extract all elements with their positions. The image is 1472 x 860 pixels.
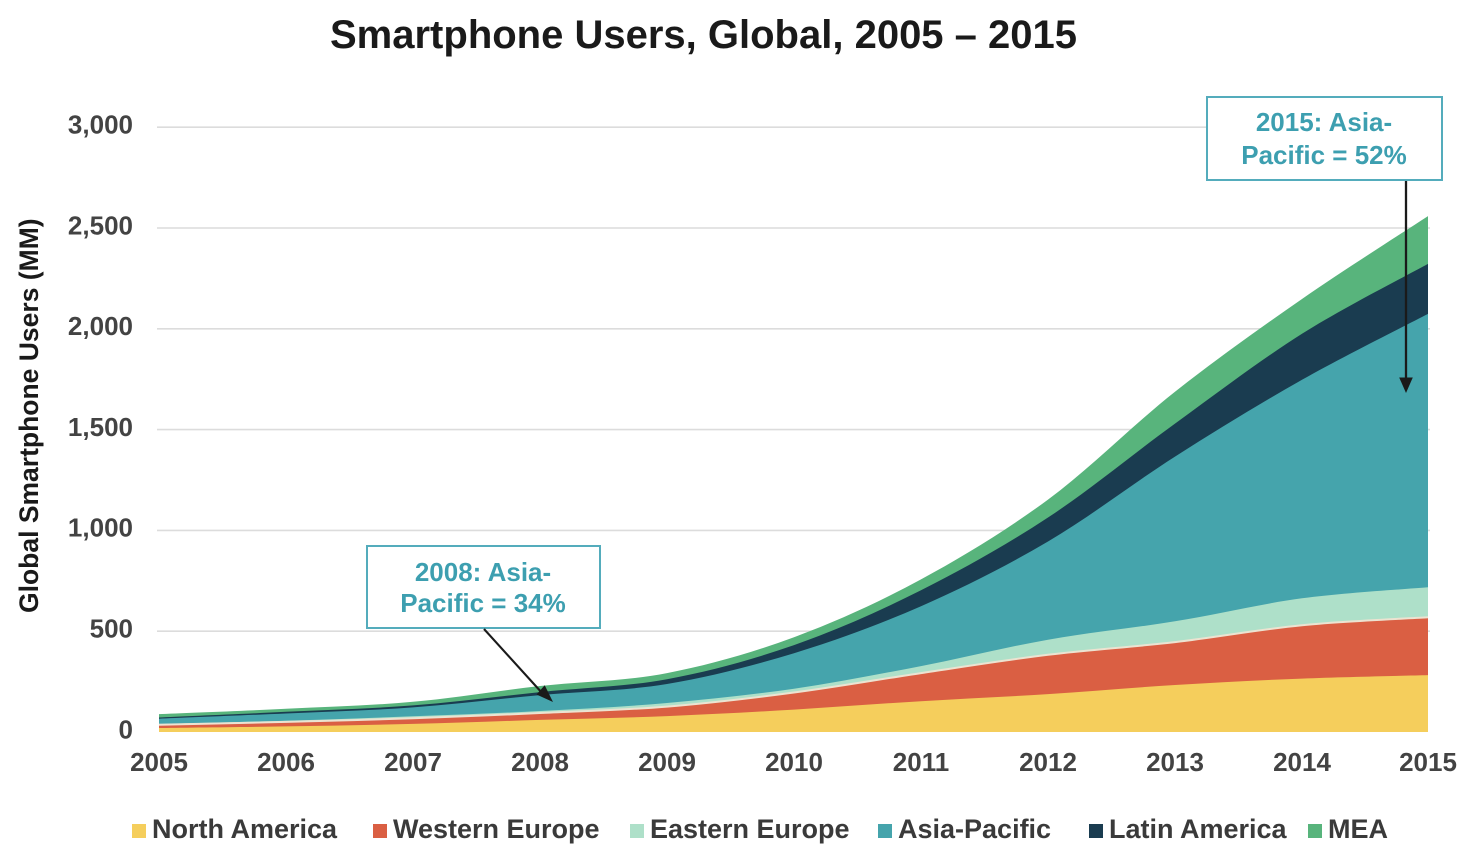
svg-text:Latin America: Latin America	[1109, 814, 1288, 844]
svg-text:2006: 2006	[257, 747, 315, 777]
svg-text:1,500: 1,500	[68, 412, 133, 442]
svg-text:3,000: 3,000	[68, 110, 133, 140]
svg-text:500: 500	[90, 614, 133, 644]
svg-text:2014: 2014	[1273, 747, 1331, 777]
svg-text:0: 0	[119, 714, 133, 744]
svg-text:2010: 2010	[765, 747, 823, 777]
svg-text:2009: 2009	[638, 747, 696, 777]
svg-text:2008: 2008	[511, 747, 569, 777]
svg-text:2007: 2007	[384, 747, 442, 777]
svg-text:Eastern Europe: Eastern Europe	[650, 814, 850, 844]
svg-text:2008: Asia-: 2008: Asia-	[415, 557, 551, 587]
svg-text:2015: 2015	[1399, 747, 1457, 777]
svg-text:Global Smartphone Users (MM): Global Smartphone Users (MM)	[14, 218, 44, 613]
svg-text:Asia-Pacific: Asia-Pacific	[898, 814, 1051, 844]
svg-text:2012: 2012	[1019, 747, 1077, 777]
svg-text:MEA: MEA	[1328, 814, 1388, 844]
svg-text:Pacific = 52%: Pacific = 52%	[1241, 140, 1407, 170]
svg-text:2015: Asia-: 2015: Asia-	[1256, 107, 1392, 137]
svg-text:2013: 2013	[1146, 747, 1204, 777]
svg-text:Smartphone Users, Global, 2005: Smartphone Users, Global, 2005 – 2015	[330, 13, 1077, 57]
svg-text:Pacific = 34%: Pacific = 34%	[400, 588, 566, 618]
svg-text:North America: North America	[152, 814, 338, 844]
svg-text:2005: 2005	[130, 747, 188, 777]
svg-text:Western Europe: Western Europe	[393, 814, 600, 844]
svg-text:2,000: 2,000	[68, 311, 133, 341]
svg-text:2011: 2011	[893, 747, 949, 777]
svg-text:1,000: 1,000	[68, 513, 133, 543]
svg-text:2,500: 2,500	[68, 210, 133, 240]
